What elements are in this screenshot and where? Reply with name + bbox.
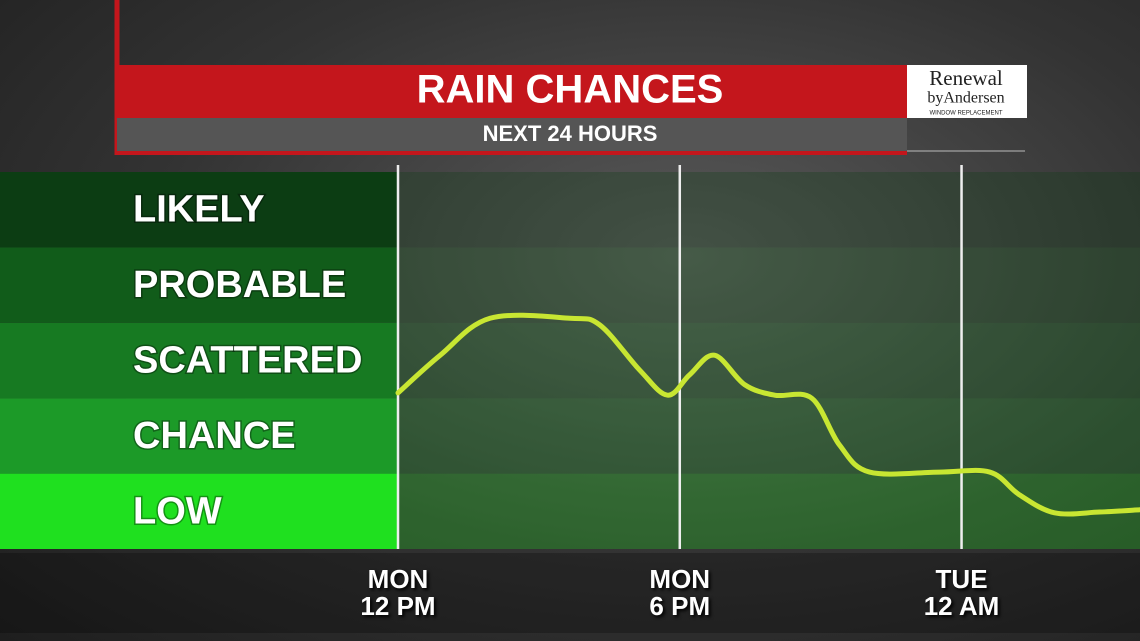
y-tick-label: CHANCE bbox=[133, 415, 296, 457]
level-band-plot bbox=[398, 398, 1140, 474]
y-tick-label: LIKELY bbox=[133, 189, 265, 231]
level-band bbox=[0, 247, 398, 323]
sponsor-by: byAndersen bbox=[927, 90, 1004, 107]
y-tick-label: PROBABLE bbox=[133, 264, 346, 306]
x-axis-band bbox=[0, 553, 1140, 633]
sponsor-logo bbox=[907, 65, 1027, 118]
y-tick-label: SCATTERED bbox=[133, 340, 362, 382]
x-tick-label: TUE 12 AM bbox=[923, 564, 1000, 621]
sponsor-tagline: WINDOW REPLACEMENT bbox=[929, 111, 1002, 117]
level-band-plot bbox=[398, 172, 1140, 248]
level-band bbox=[0, 398, 398, 474]
red-frame bbox=[117, 151, 907, 155]
x-tick-label: MON 6 PM bbox=[649, 564, 711, 621]
y-tick-label: LOW bbox=[133, 490, 222, 532]
level-band bbox=[0, 172, 398, 248]
chart-subtitle: NEXT 24 HOURS bbox=[483, 121, 658, 146]
level-band-plot bbox=[398, 247, 1140, 323]
title-bar bbox=[117, 65, 907, 118]
chart-title: RAIN CHANCES bbox=[417, 68, 724, 112]
level-band bbox=[0, 473, 398, 549]
level-band-plot bbox=[398, 473, 1140, 549]
x-tick-label: MON 12 PM bbox=[360, 564, 436, 621]
level-band-plot bbox=[398, 322, 1140, 399]
level-band bbox=[0, 322, 398, 399]
subtitle-bar bbox=[117, 118, 907, 151]
sponsor-name: Renewal bbox=[929, 66, 1003, 90]
rain-line bbox=[395, 312, 1140, 517]
